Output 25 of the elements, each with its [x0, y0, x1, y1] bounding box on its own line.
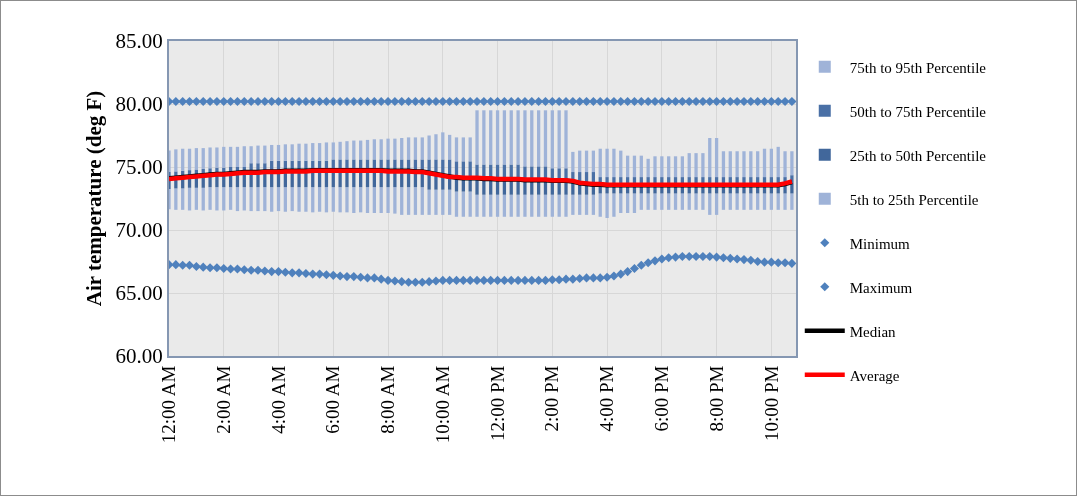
x-tick-label: 6:00 AM [322, 365, 344, 434]
y-tick-label: 80.00 [115, 92, 163, 117]
x-tick-label: 2:00 PM [541, 365, 563, 432]
y-tick-label: 75.00 [115, 155, 163, 180]
y-tick-label: 65.00 [115, 281, 163, 306]
legend-label: Average [849, 367, 900, 384]
x-tick-label: 8:00 AM [377, 365, 399, 434]
x-tick-label: 10:00 PM [760, 365, 782, 442]
x-tick-label: 4:00 AM [267, 365, 289, 434]
x-tick-label: 2:00 AM [212, 365, 234, 434]
legend-label: 50th to 75th Percentile [849, 103, 987, 120]
x-tick-label: 8:00 PM [705, 365, 727, 432]
legend-label: 5th to 25th Percentile [849, 191, 979, 208]
x-tick-label: 12:00 PM [486, 365, 508, 442]
legend-label: 75th to 95th Percentile [849, 59, 987, 76]
x-tick-label: 10:00 AM [431, 365, 453, 444]
legend-label: Minimum [849, 235, 911, 252]
legend-label: Maximum [849, 279, 913, 296]
x-tick-label: 4:00 PM [596, 365, 618, 432]
legend-label: 25th to 50th Percentile [849, 147, 987, 164]
legend-label: Median [849, 323, 897, 340]
y-tick-label: 70.00 [115, 218, 163, 243]
x-tick-label: 6:00 PM [651, 365, 673, 432]
y-axis-title: Air temperature (deg F) [82, 90, 107, 307]
y-tick-label: 85.00 [115, 29, 163, 54]
